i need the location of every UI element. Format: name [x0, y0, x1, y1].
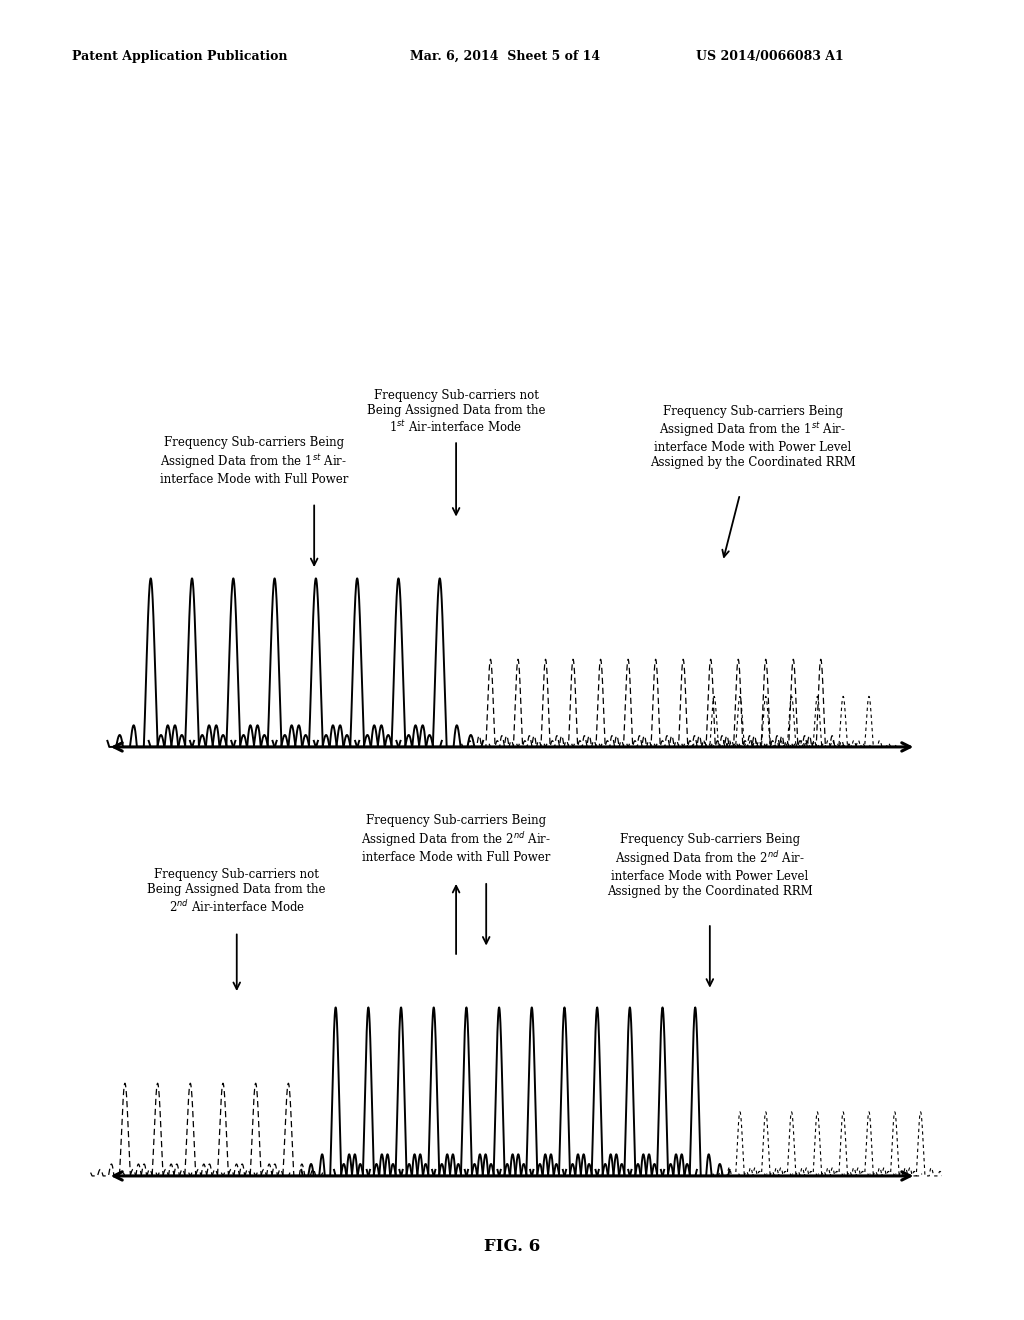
Text: Frequency Sub-carriers Being
Assigned Data from the 2$^{nd}$ Air-
interface Mode: Frequency Sub-carriers Being Assigned Da…	[607, 833, 813, 898]
Text: US 2014/0066083 A1: US 2014/0066083 A1	[696, 50, 844, 63]
Text: Patent Application Publication: Patent Application Publication	[72, 50, 287, 63]
Text: Frequency Sub-carriers Being
Assigned Data from the 1$^{st}$ Air-
interface Mode: Frequency Sub-carriers Being Assigned Da…	[160, 437, 348, 486]
Text: Mar. 6, 2014  Sheet 5 of 14: Mar. 6, 2014 Sheet 5 of 14	[410, 50, 600, 63]
Text: FIG. 6: FIG. 6	[484, 1238, 540, 1255]
Text: Frequency Sub-carriers Being
Assigned Data from the 2$^{nd}$ Air-
interface Mode: Frequency Sub-carriers Being Assigned Da…	[361, 814, 551, 865]
Text: Frequency Sub-carriers not
Being Assigned Data from the
2$^{nd}$ Air-interface M: Frequency Sub-carriers not Being Assigne…	[147, 869, 326, 915]
Text: Frequency Sub-carriers Being
Assigned Data from the 1$^{st}$ Air-
interface Mode: Frequency Sub-carriers Being Assigned Da…	[650, 405, 856, 469]
Text: Frequency Sub-carriers not
Being Assigned Data from the
1$^{st}$ Air-interface M: Frequency Sub-carriers not Being Assigne…	[367, 389, 546, 436]
